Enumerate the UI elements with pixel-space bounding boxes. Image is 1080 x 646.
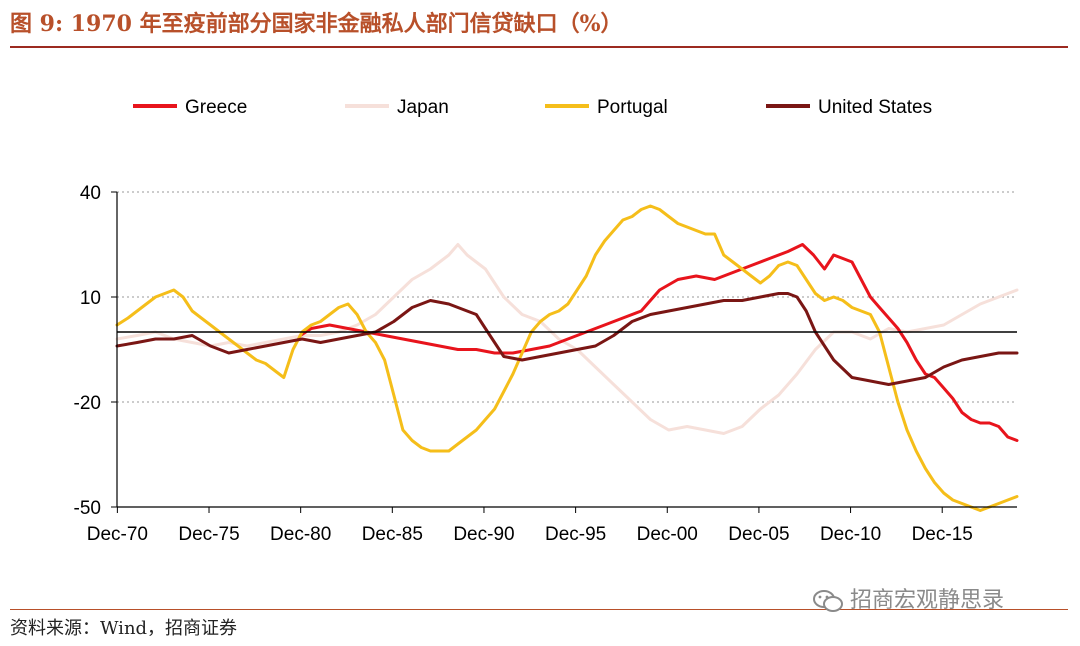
x-tick-label: Dec-95 xyxy=(545,524,606,545)
line-chart: Greece Japan Portugal United States 40 10… xyxy=(74,97,1019,545)
x-tick-label: Dec-10 xyxy=(820,524,881,545)
legend-label-united-states: United States xyxy=(818,97,932,118)
x-tick-label: Dec-75 xyxy=(178,524,239,545)
series-lines xyxy=(115,204,1019,512)
title-divider xyxy=(10,46,1068,48)
figure-title: 图 9: 1970 年至疫前部分国家非金融私人部门信贷缺口（%） xyxy=(10,11,623,37)
y-tick-label: 40 xyxy=(80,183,101,204)
legend-label-greece: Greece xyxy=(185,97,247,118)
y-tick-label: -20 xyxy=(74,393,101,414)
watermark: 招商宏观静思录 xyxy=(812,582,1004,614)
x-tick-label: Dec-70 xyxy=(87,524,148,545)
series-line-japan xyxy=(115,243,1019,435)
y-tick-label: -50 xyxy=(74,498,101,519)
gridlines xyxy=(117,191,1017,403)
x-tick-label: Dec-00 xyxy=(637,524,698,545)
source-note: 资料来源：Wind，招商证券 xyxy=(10,618,238,639)
wechat-icon xyxy=(813,590,843,612)
legend-label-japan: Japan xyxy=(397,97,449,118)
tick-labels: 40 10 -20 -50 Dec-70 Dec-75 Dec-80 Dec-85 Dec-90… xyxy=(74,183,973,545)
x-tick-label: Dec-90 xyxy=(453,524,514,545)
x-tick-label: Dec-85 xyxy=(362,524,423,545)
footer-divider xyxy=(10,609,1068,610)
watermark-text: 招商宏观静思录 xyxy=(850,588,1005,613)
x-tick-label: Dec-80 xyxy=(270,524,331,545)
y-tick-label: 10 xyxy=(80,288,101,309)
series-line-portugal xyxy=(115,204,1019,512)
axes xyxy=(111,191,1017,513)
x-tick-label: Dec-05 xyxy=(728,524,789,545)
series-line-greece xyxy=(298,243,1019,442)
legend-label-portugal: Portugal xyxy=(597,97,668,118)
legend: Greece Japan Portugal United States xyxy=(133,97,932,118)
x-tick-label: Dec-15 xyxy=(912,524,973,545)
series-line-united-states xyxy=(115,292,1019,386)
